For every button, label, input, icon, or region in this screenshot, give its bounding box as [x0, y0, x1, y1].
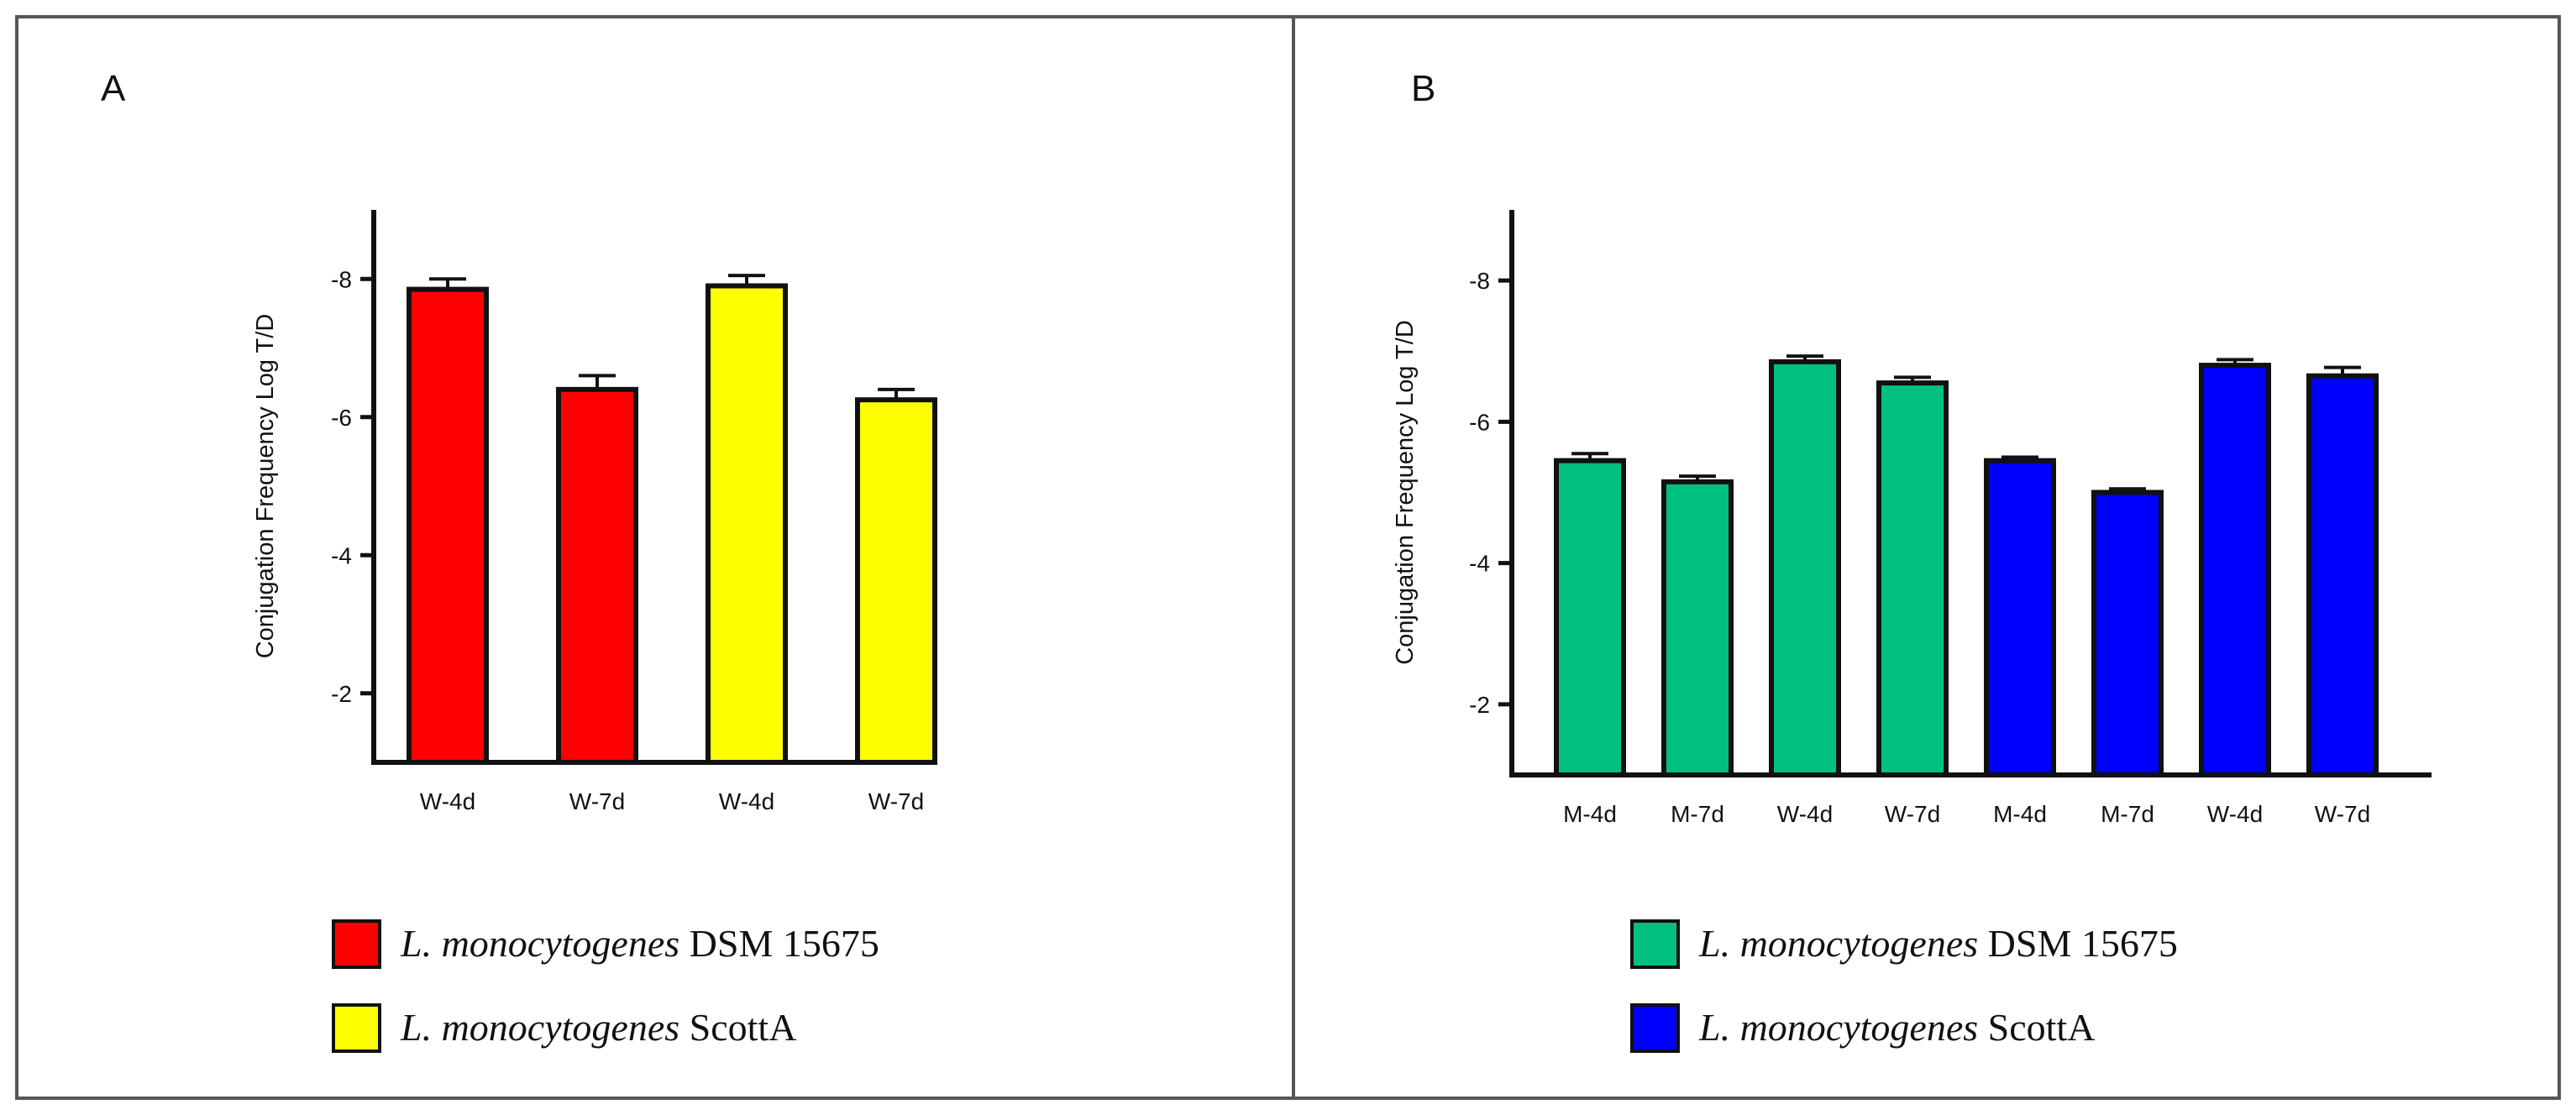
- panel-b-bar-3: [1769, 359, 1841, 777]
- panel-a-legend-label: L. monocytogenes ScottA: [400, 1006, 796, 1049]
- legend-species: L. monocytogenes: [1698, 922, 1978, 965]
- panel-b-legend-label: L. monocytogenes DSM 15675: [1698, 922, 2178, 965]
- panel-a-x-tick-label: W-4d: [719, 788, 774, 814]
- legend-strain: ScottA: [1978, 1006, 2095, 1049]
- panel-a-bar-2: [556, 386, 638, 765]
- legend-strain: DSM 15675: [679, 922, 879, 965]
- panel-b-bar-5: [1984, 458, 2056, 777]
- panel-b-bar-2: [1661, 479, 1734, 777]
- panel-b-x-tick-label: M-7d: [1671, 801, 1724, 827]
- legend-strain: ScottA: [679, 1006, 796, 1049]
- panel-b-bar-7: [2199, 363, 2271, 777]
- panel-b-x-tick-label: W-4d: [2207, 801, 2263, 827]
- panel-a-y-tick-label: -6: [331, 405, 352, 431]
- panel-b-bar-4: [1876, 380, 1949, 777]
- legend-species: L. monocytogenes: [400, 1006, 679, 1049]
- panel-a-y-axis-title: Conjugation Frequency Log T/D: [252, 314, 279, 659]
- panel-b-frame: [1292, 15, 2561, 1100]
- panel-b-y-tick-label: -4: [1469, 551, 1490, 577]
- panel-a-x-tick-label: W-4d: [420, 788, 475, 814]
- panel-a-x-tick-label: W-7d: [868, 788, 924, 814]
- panel-b-bar-6: [2091, 489, 2164, 777]
- legend-species: L. monocytogenes: [1698, 1006, 1978, 1049]
- panel-b-x-tick-label: W-4d: [1777, 801, 1833, 827]
- panel-a-y-tick-label: -4: [331, 542, 352, 568]
- panel-b-bar-8: [2306, 373, 2379, 777]
- panel-a-legend-label: L. monocytogenes DSM 15675: [400, 922, 879, 965]
- panel-a-y-tick-label: -8: [331, 266, 352, 292]
- legend-strain: DSM 15675: [1978, 922, 2178, 965]
- panel-b-y-tick-label: -8: [1469, 268, 1490, 294]
- panel-b-y-tick-label: -6: [1469, 409, 1490, 435]
- panel-b-bar-1: [1554, 458, 1626, 777]
- panel-a-bar-1: [407, 286, 489, 765]
- panel-a-x-tick-label: W-7d: [569, 788, 625, 814]
- panel-b-label: B: [1411, 68, 1435, 109]
- panel-b-legend-swatch: [1630, 1003, 1680, 1053]
- panel-a-label: A: [101, 68, 126, 109]
- panel-b-x-tick-label: W-7d: [2315, 801, 2370, 827]
- panel-a-legend-swatch: [332, 1003, 381, 1053]
- panel-b-y-tick-label: -2: [1469, 692, 1490, 718]
- panel-b-legend-swatch: [1630, 919, 1680, 969]
- panel-b-legend-label: L. monocytogenes ScottA: [1698, 1006, 2095, 1049]
- panel-a-y-tick-label: -2: [331, 681, 352, 707]
- panel-b: B -8 -6 -4 -2 Conjugation Frequency Log T/D M-…: [1392, 68, 2432, 1053]
- panel-a: A -8 -6 -4 -2 Conjugation Frequency Log T/D W-…: [101, 68, 937, 1053]
- panel-b-x-tick-label: M-4d: [1993, 801, 2047, 827]
- panel-a-legend-swatch: [332, 919, 381, 969]
- panel-a-bar-3: [706, 283, 788, 766]
- panel-b-x-tick-label: M-4d: [1563, 801, 1617, 827]
- panel-b-x-tick-label: M-7d: [2101, 801, 2154, 827]
- panel-a-bar-4: [855, 397, 937, 765]
- legend-species: L. monocytogenes: [400, 922, 679, 965]
- panel-b-x-tick-label: W-7d: [1885, 801, 1940, 827]
- panel-b-y-axis-title: Conjugation Frequency Log T/D: [1392, 320, 1419, 665]
